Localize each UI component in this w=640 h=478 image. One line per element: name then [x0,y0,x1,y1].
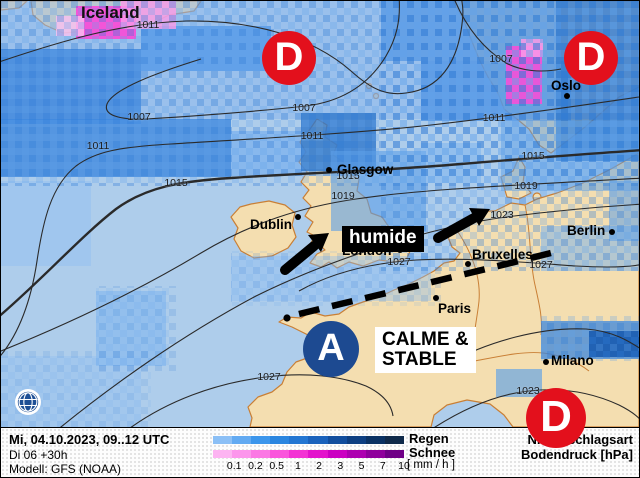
isobar-label: 1015 [521,150,545,162]
city-label-oslo: Oslo [551,78,582,93]
city-dot-oslo [564,93,570,99]
isobar-label: 1011 [86,140,110,152]
city-label-dublin: Dublin [250,217,292,232]
low-pressure-marker: D [262,31,316,85]
city-dot-berlin [609,229,615,235]
isobar-label: 1007 [489,53,513,65]
low-pressure-letter: D [274,34,304,79]
legend-threshold-value: 2 [316,460,323,472]
surface-pressure-label: Bodendruck [hPa] [521,447,633,462]
legend-color-cell [327,450,347,458]
isobar-label: 1011 [482,112,506,124]
annotation-calme-line2: STABLE [382,349,457,370]
legend-color-cell [384,436,404,444]
isobar-label: 1019 [514,180,538,192]
unit-label: [ mm / h ] [407,459,455,471]
isobar-label: 1027 [387,256,411,268]
legend-color-cell [346,436,366,444]
legend-threshold-ticks: 0.1 0.2 0.5 1 2 3 5 7 10 [213,460,410,472]
isobar-label: 1015 [164,177,188,189]
isobar-label: 1015 [336,170,360,182]
isobar-label: 1011 [300,130,324,142]
legend-threshold-value: 10 [398,460,410,472]
isobar-label: 1023 [490,209,514,221]
legend-threshold-value: 1 [294,460,301,472]
high-pressure-marker: A [303,321,359,377]
legend-color-cell [251,436,271,444]
annotation-calme-line1: CALME & [382,329,469,350]
isobars [1,1,639,427]
front-dashed-line [283,246,564,322]
rain-color-scale [213,436,404,444]
city-dot-glasgow [326,167,332,173]
isobar-label: 1011 [136,19,160,31]
valid-time-text: Mi, 04.10.2023, 09..12 UTC [9,432,170,447]
isobar-label: 1007 [292,102,316,114]
isobar-label: 1027 [257,371,281,383]
legend-color-cell [346,450,366,458]
city-label-berlin: Berlin [567,223,606,238]
legend-color-cell [232,436,252,444]
legend-threshold-value: 3 [337,460,344,472]
city-label-milano: Milano [551,353,594,368]
isobar-label: 1023 [516,385,540,397]
region-label-iceland: Iceland [81,3,140,22]
legend-color-cell [213,450,233,458]
low-pressure-marker: D [564,31,618,85]
isobar-label: 1007 [127,111,151,123]
model-text: Modell: GFS (NOAA) [9,462,122,476]
legend-color-cell [289,436,309,444]
high-pressure-letter: A [317,326,345,369]
city-label-glasgow: Glasgow [337,162,394,177]
legend-color-cell [308,450,328,458]
humidity-arrow-west [280,233,329,275]
legend-threshold-value: 0.2 [248,460,263,472]
rain-legend-label: Regen [409,431,449,446]
globe-logo-icon [15,389,41,415]
low-pressure-letter: D [576,34,606,79]
legend-color-cell [213,436,233,444]
snow-color-scale [213,450,404,458]
city-dot-milano [543,359,549,365]
legend-color-cell [289,450,309,458]
annotation-calme-stable: CALME & STABLE [375,327,476,373]
legend-color-cell [270,436,290,444]
isobar-1015-bold [1,149,639,317]
humidity-arrow-east [433,208,490,243]
isobar-label: 1019 [331,190,355,202]
legend-threshold-value: 7 [379,460,386,472]
low-pressure-letter: D [540,392,572,441]
legend-color-cell [251,450,271,458]
legend-color-cell [308,436,328,444]
low-pressure-marker: D [526,388,586,448]
legend-color-cell [365,450,385,458]
city-label-bruxelles: Bruxelles [472,247,533,262]
legend-threshold-value: 0.5 [269,460,284,472]
legend-color-cell [365,436,385,444]
city-label-paris: Paris [438,301,472,316]
run-forecast-text: Di 06 +30h [9,448,68,462]
annotation-humide: humide [342,226,424,252]
legend-color-cell [327,436,347,444]
city-dot-dublin [295,214,301,220]
map-canvas: Iceland Glasgow Dublin London Bruxelles … [1,1,639,427]
city-dot-bruxelles [465,261,471,267]
legend-color-cell [232,450,252,458]
city-dot-paris [433,295,439,301]
legend-threshold-value: 5 [358,460,365,472]
legend-color-cell [384,450,404,458]
legend-color-cell [270,450,290,458]
legend-threshold-value: 0.1 [226,460,242,472]
isobar-label: 1027 [529,259,553,271]
snow-legend-label: Schnee [409,445,456,460]
